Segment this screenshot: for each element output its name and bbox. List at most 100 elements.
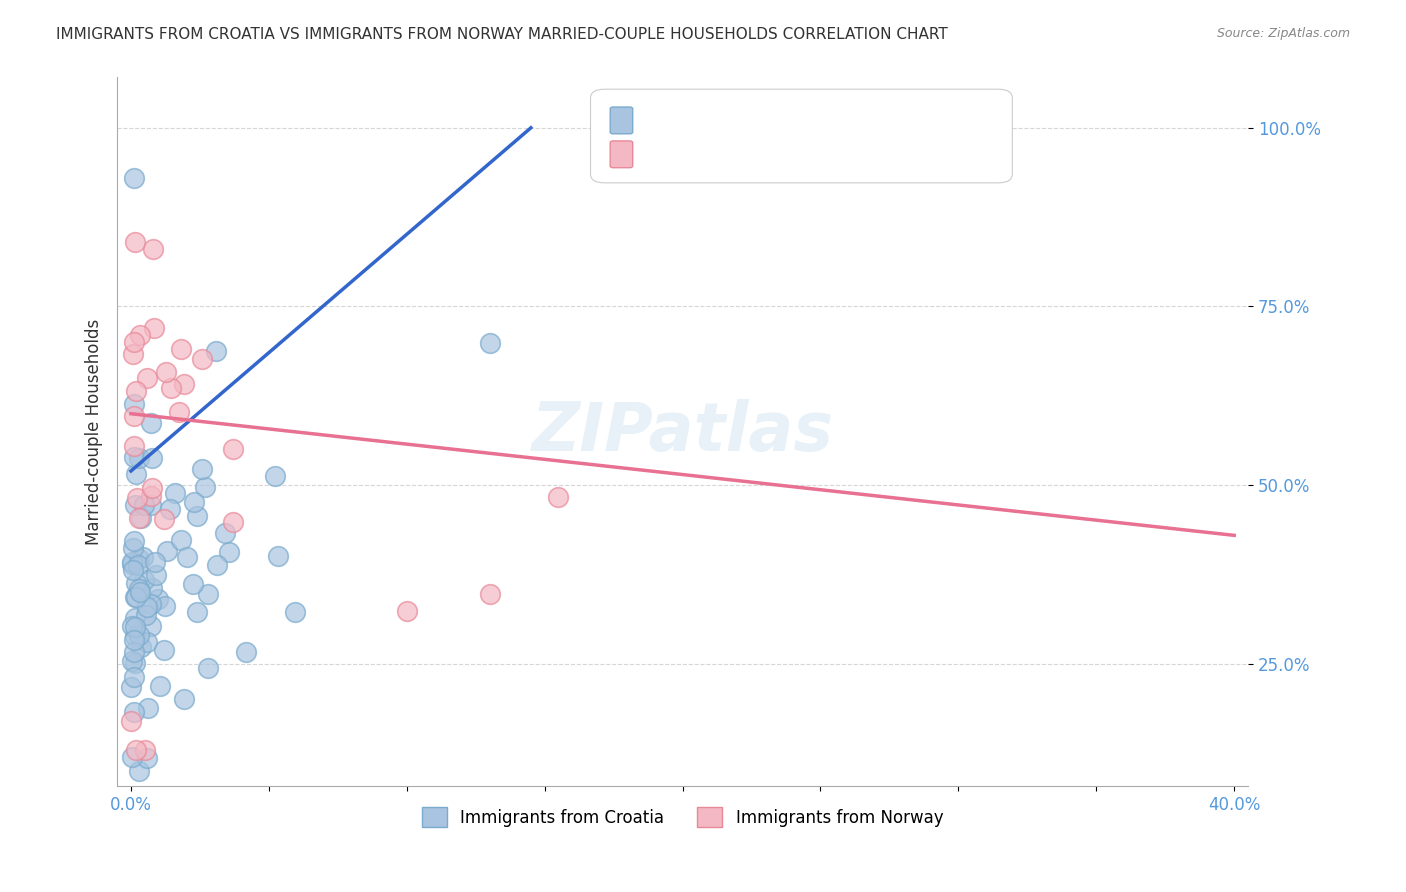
Text: ZIPatlas: ZIPatlas (531, 399, 834, 465)
Point (235, 645, 257, 659)
Point (136, 599, 159, 614)
Point (120, 714, 142, 729)
Point (135, 750, 157, 764)
Point (124, 611, 146, 625)
Point (205, 343, 228, 358)
Point (141, 451, 163, 466)
Point (169, 533, 191, 547)
Point (125, 743, 148, 757)
Point (139, 598, 162, 612)
Point (128, 764, 150, 779)
Point (142, 321, 165, 335)
Point (125, 467, 148, 482)
Point (139, 489, 162, 503)
Point (129, 511, 152, 525)
Point (128, 628, 150, 642)
Point (141, 581, 163, 595)
Point (122, 396, 145, 410)
Point (121, 655, 143, 669)
Point (173, 692, 195, 706)
Point (125, 384, 148, 399)
Point (122, 541, 145, 555)
Point (183, 495, 205, 509)
Point (122, 170, 145, 185)
Point (191, 352, 214, 367)
Point (128, 450, 150, 465)
Point (136, 635, 159, 649)
Point (173, 376, 195, 391)
Point (138, 701, 160, 715)
Point (121, 557, 143, 571)
Point (156, 544, 179, 558)
Point (122, 346, 145, 360)
Point (141, 619, 163, 633)
Point (122, 645, 145, 659)
Point (190, 462, 212, 476)
Point (165, 486, 187, 500)
Point (181, 577, 204, 591)
Point (146, 591, 169, 606)
Point (547, 491, 569, 505)
Point (197, 587, 219, 601)
Point (124, 498, 146, 512)
Point (197, 660, 219, 674)
Point (134, 574, 156, 588)
Point (194, 480, 217, 494)
Point (121, 555, 143, 569)
Point (122, 534, 145, 549)
Point (125, 591, 148, 605)
Point (139, 499, 162, 513)
Point (125, 576, 148, 591)
Point (122, 439, 145, 453)
Point (266, 549, 288, 564)
Point (128, 551, 150, 566)
Point (128, 510, 150, 524)
Point (153, 599, 176, 613)
Point (263, 469, 285, 483)
Point (120, 681, 142, 695)
Point (142, 242, 165, 256)
Point (167, 405, 190, 419)
Point (122, 409, 145, 424)
Point (478, 587, 501, 601)
Point (160, 381, 183, 395)
Point (205, 558, 228, 572)
Point (121, 750, 143, 764)
Text: Source: ZipAtlas.com: Source: ZipAtlas.com (1216, 27, 1350, 40)
Point (122, 563, 145, 577)
Point (152, 512, 174, 526)
Point (132, 550, 155, 565)
Point (478, 336, 501, 351)
Point (125, 491, 148, 505)
Point (139, 417, 162, 431)
Point (170, 342, 193, 356)
Point (124, 657, 146, 671)
Point (122, 633, 145, 648)
Point (121, 619, 143, 633)
Point (176, 550, 198, 565)
Point (214, 525, 236, 540)
Point (122, 705, 145, 719)
Text: R = -0.298   N = 29: R = -0.298 N = 29 (633, 145, 839, 163)
Text: IMMIGRANTS FROM CROATIA VS IMMIGRANTS FROM NORWAY MARRIED-COUPLE HOUSEHOLDS CORR: IMMIGRANTS FROM CROATIA VS IMMIGRANTS FR… (56, 27, 948, 42)
Point (395, 604, 418, 618)
Point (218, 545, 240, 559)
Point (128, 582, 150, 597)
Point (222, 442, 245, 457)
Point (122, 335, 145, 350)
Point (129, 328, 152, 343)
Point (153, 642, 176, 657)
Text: R =  0.346    N = 77: R = 0.346 N = 77 (633, 112, 851, 129)
Point (186, 509, 208, 524)
Point (143, 555, 166, 569)
Point (135, 608, 157, 623)
Point (124, 235, 146, 249)
Point (284, 605, 307, 619)
Point (132, 498, 155, 512)
Point (149, 679, 172, 693)
Point (134, 743, 156, 757)
Point (159, 501, 181, 516)
Point (122, 670, 145, 684)
Point (127, 558, 149, 572)
Point (222, 515, 245, 529)
